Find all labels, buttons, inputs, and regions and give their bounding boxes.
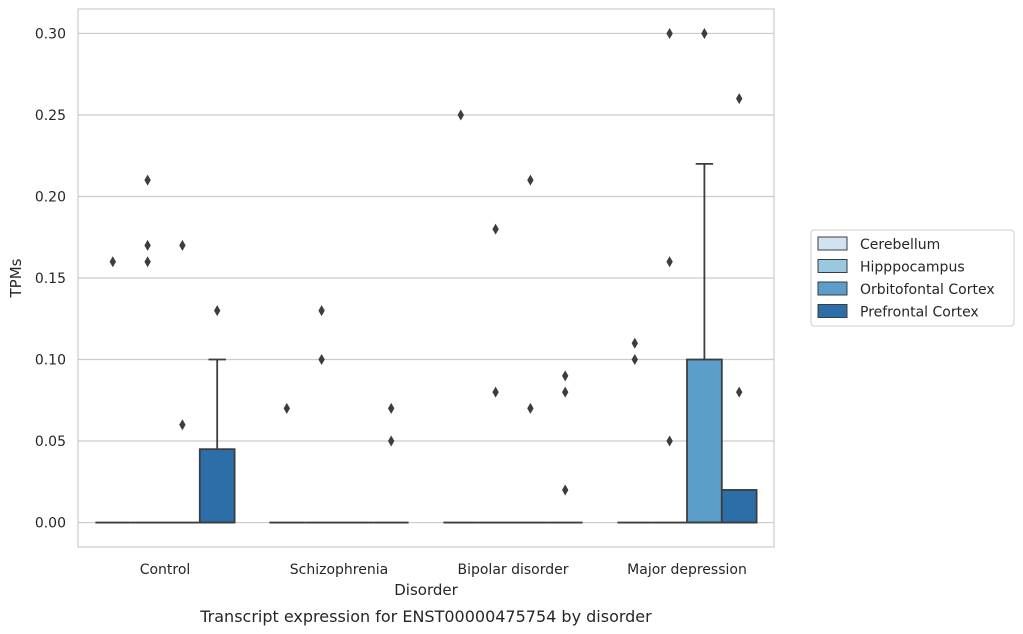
flier-point bbox=[701, 27, 708, 39]
flier-point bbox=[666, 435, 673, 447]
x-tick-label: Control bbox=[140, 562, 191, 578]
chart-caption: Transcript expression for ENST0000047575… bbox=[199, 607, 652, 626]
flier-point bbox=[736, 93, 743, 105]
box-cerebellum bbox=[95, 256, 131, 524]
box-prefrontal-cortex bbox=[198, 305, 236, 524]
plot-frame bbox=[77, 8, 775, 548]
y-axis-title: TPMs bbox=[7, 258, 25, 298]
box-hipppocampus bbox=[304, 305, 339, 524]
flier-point bbox=[179, 239, 186, 251]
flier-point bbox=[631, 337, 638, 349]
y-tick-label: 0.05 bbox=[35, 434, 66, 450]
legend-swatch bbox=[817, 304, 848, 318]
box-prefrontal-cortex bbox=[720, 93, 758, 524]
box-cerebellum bbox=[617, 337, 653, 524]
y-tick-label: 0.10 bbox=[35, 353, 66, 369]
y-tick-label: 0.15 bbox=[35, 271, 66, 287]
legend-swatch bbox=[817, 281, 848, 296]
box-prefrontal-cortex bbox=[547, 370, 583, 524]
y-axis-ticks: 0.00 0.05 0.10 0.15 0.20 0.25 0.30 bbox=[35, 26, 66, 531]
box-orbitofontal-cortex bbox=[686, 27, 723, 524]
box-orbitofontal-cortex bbox=[513, 174, 548, 524]
legend-label: Cerebellum bbox=[860, 237, 940, 253]
x-tick-label: Bipolar disorder bbox=[457, 562, 568, 578]
box-hipppocampus bbox=[478, 223, 513, 524]
legend-label: Hipppocampus bbox=[860, 260, 965, 276]
y-tick-label: 0.00 bbox=[35, 516, 66, 532]
flier-point bbox=[214, 305, 221, 317]
flier-point bbox=[736, 386, 743, 398]
flier-point bbox=[318, 305, 325, 317]
legend-frame bbox=[810, 229, 1015, 327]
flier-point bbox=[144, 239, 151, 251]
legend-swatch bbox=[817, 259, 848, 273]
flier-point bbox=[179, 419, 186, 431]
flier-point bbox=[527, 402, 534, 414]
boxes bbox=[95, 27, 758, 524]
flier-point bbox=[388, 435, 395, 447]
y-tick-label: 0.30 bbox=[35, 26, 66, 42]
box-prefrontal-cortex bbox=[373, 402, 409, 524]
x-tick-label: Schizophrenia bbox=[290, 562, 388, 578]
box-orbitofontal-cortex bbox=[165, 239, 200, 524]
y-tick-label: 0.20 bbox=[35, 189, 66, 205]
flier-point bbox=[666, 27, 673, 39]
flier-point bbox=[492, 386, 499, 398]
x-tick-label: Major depression bbox=[627, 562, 747, 578]
flier-point bbox=[562, 386, 569, 398]
box-hipppocampus bbox=[130, 174, 165, 524]
legend-label: Orbitofontal Cortex bbox=[860, 282, 995, 298]
flier-point bbox=[283, 402, 290, 414]
box-cerebellum bbox=[443, 109, 479, 524]
flier-point bbox=[318, 354, 325, 366]
flier-point bbox=[144, 256, 151, 268]
box-body bbox=[720, 489, 758, 524]
flier-point bbox=[109, 256, 116, 268]
legend-label: Prefrontal Cortex bbox=[860, 305, 979, 321]
flier-point bbox=[388, 402, 395, 414]
flier-point bbox=[562, 484, 569, 496]
x-axis-title: Disorder bbox=[394, 581, 458, 599]
x-axis-ticks: Control Schizophrenia Bipolar disorder Majo… bbox=[140, 562, 747, 578]
flier-point bbox=[492, 223, 499, 235]
flier-point bbox=[562, 370, 569, 382]
flier-point bbox=[527, 174, 534, 186]
box-hipppocampus bbox=[652, 27, 687, 524]
box-body bbox=[198, 448, 236, 524]
flier-point bbox=[457, 109, 464, 121]
legend-swatch bbox=[817, 236, 848, 251]
flier-point bbox=[144, 174, 151, 186]
flier-point bbox=[666, 256, 673, 268]
legend: Cerebellum Hipppocampus Orbitofontal Corte… bbox=[810, 229, 1015, 327]
flier-point bbox=[631, 354, 638, 366]
gridlines bbox=[78, 32, 774, 524]
box-body bbox=[686, 358, 723, 524]
y-tick-label: 0.25 bbox=[35, 108, 66, 124]
box-cerebellum bbox=[269, 402, 305, 524]
